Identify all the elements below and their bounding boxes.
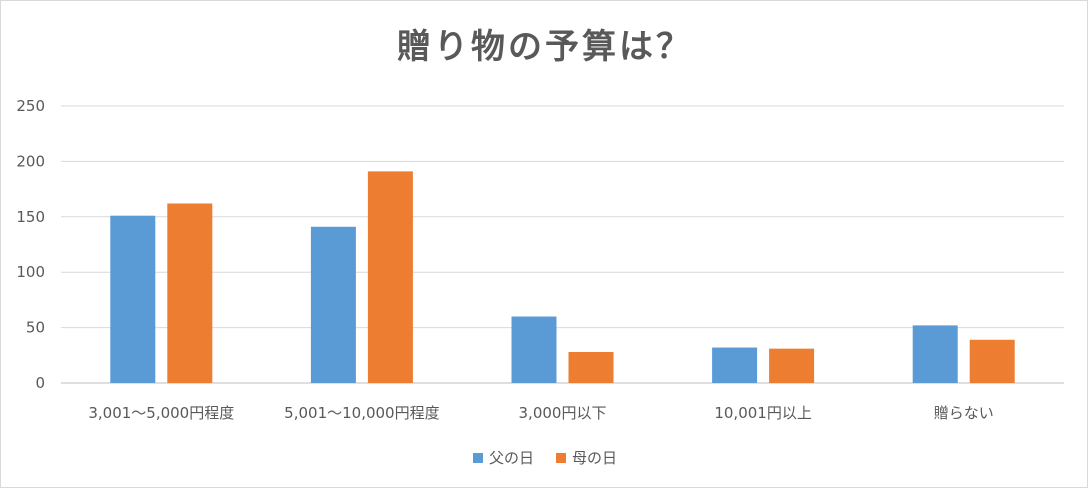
- y-tick-label: 0: [35, 374, 45, 392]
- legend-label-mother: 母の日: [572, 449, 618, 467]
- x-tick-label: 3,000円以下: [519, 404, 607, 422]
- y-tick-label: 150: [16, 208, 45, 226]
- gridlines: [61, 105, 1064, 384]
- legend-item-mother: 母の日: [556, 447, 617, 468]
- bar-mother-2: [568, 351, 614, 383]
- chart-title: 贈り物の予算は？: [397, 27, 693, 67]
- legend-swatch-mother: [556, 452, 566, 463]
- y-tick-label: 200: [16, 152, 45, 170]
- x-tick-label: 10,001円以上: [714, 404, 812, 422]
- y-tick-label: 100: [16, 263, 45, 281]
- bar-mother-0: [167, 203, 213, 383]
- bar-father-3: [712, 347, 758, 383]
- bar-mother-4: [969, 339, 1015, 383]
- bar-mother-3: [769, 348, 815, 383]
- bar-father-2: [511, 316, 557, 383]
- legend-item-father: 父の日: [472, 447, 534, 468]
- y-axis-ticks: 0 50 100 150 200 250: [16, 97, 45, 392]
- legend: 父の日 母の日: [1, 447, 1088, 468]
- x-axis-ticks: 3,001～5,000円程度 5,001～10,000円程度 3,000円以下 10,…: [88, 404, 993, 422]
- y-tick-label: 50: [26, 319, 45, 337]
- bar-father-0: [110, 215, 156, 383]
- x-tick-label: 5,001～10,000円程度: [284, 404, 439, 422]
- x-tick-label: 贈らない: [934, 404, 994, 422]
- legend-swatch-father: [472, 452, 483, 463]
- legend-label-father: 父の日: [488, 449, 534, 467]
- bar-mother-1: [367, 171, 413, 383]
- x-tick-label: 3,001～5,000円程度: [88, 404, 234, 422]
- y-tick-label: 250: [16, 97, 45, 115]
- bars: [110, 171, 1015, 383]
- bar-father-1: [310, 226, 356, 383]
- bar-father-4: [912, 325, 958, 383]
